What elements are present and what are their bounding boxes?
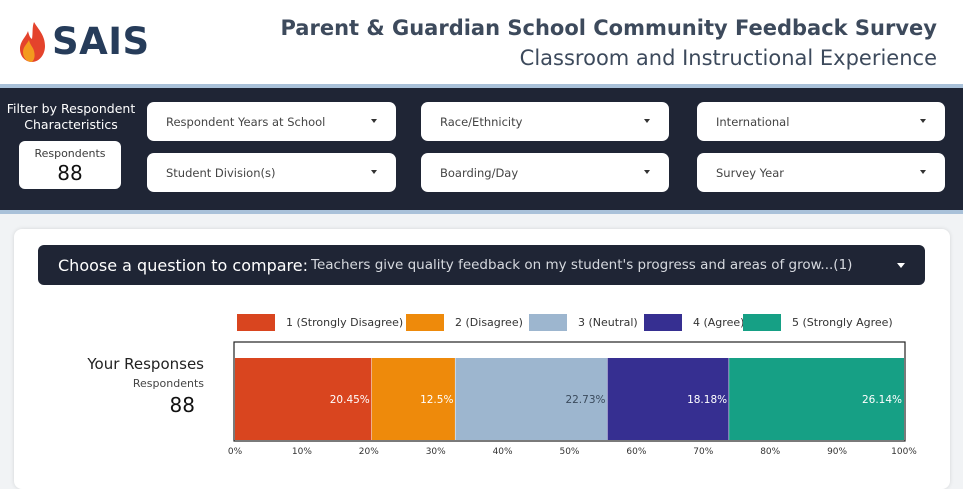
- legend-item-agree: 4 (Agree): [644, 314, 744, 331]
- data-label: 26.14%: [862, 394, 902, 406]
- dropdown-respondent-years[interactable]: Respondent Years at School: [147, 102, 396, 141]
- caret-down-icon: [371, 119, 377, 123]
- stacked-bar-chart: 20.45% 12.5% 22.73% 18.18% 26.14% 0% 10% 20% 30%…: [228, 341, 917, 457]
- dropdown-survey-year[interactable]: Survey Year: [697, 153, 945, 192]
- legend-swatch: [237, 314, 275, 331]
- legend-swatch: [743, 314, 781, 331]
- page-title: Parent & Guardian School Community Feedb…: [280, 16, 937, 40]
- x-tick-label: 40%: [493, 447, 513, 457]
- plot-frame: [233, 341, 906, 442]
- x-tick-label: 10%: [292, 447, 312, 457]
- dropdown-international[interactable]: International: [697, 102, 945, 141]
- legend-label: 5 (Strongly Agree): [792, 316, 893, 329]
- x-tick-label: 0%: [228, 447, 243, 457]
- legend-label: 4 (Agree): [693, 316, 745, 329]
- page-subtitle: Classroom and Instructional Experience: [519, 46, 937, 70]
- legend-label: 1 (Strongly Disagree): [286, 316, 404, 329]
- legend-item-disagree: 2 (Disagree): [406, 314, 523, 331]
- respondents-label: Respondents: [34, 147, 106, 160]
- x-tick-label: 30%: [426, 447, 446, 457]
- dropdown-race-ethnicity[interactable]: Race/Ethnicity: [421, 102, 669, 141]
- legend-item-strongly-disagree: 1 (Strongly Disagree): [237, 314, 403, 331]
- question-selector[interactable]: Choose a question to compare: Teachers g…: [38, 245, 925, 285]
- logo: SAIS: [18, 20, 150, 63]
- legend-item-neutral: 3 (Neutral): [529, 314, 638, 331]
- x-tick-label: 100%: [891, 447, 917, 457]
- logo-text: SAIS: [52, 20, 150, 63]
- respondents-count-card: Respondents 88: [19, 141, 121, 189]
- respondents-value: 88: [169, 393, 195, 417]
- dropdown-boarding-day[interactable]: Boarding/Day: [421, 153, 669, 192]
- bar-segment: [235, 358, 372, 440]
- dropdown-label: Race/Ethnicity: [440, 114, 523, 129]
- caret-down-icon: [920, 170, 926, 174]
- filter-label: Filter by Respondent Characteristics: [6, 101, 136, 132]
- legend-swatch: [644, 314, 682, 331]
- legend-item-strongly-agree: 5 (Strongly Agree): [743, 314, 893, 331]
- legend-label: 2 (Disagree): [455, 316, 523, 329]
- dropdown-label: Survey Year: [716, 165, 785, 180]
- x-tick-label: 20%: [359, 447, 379, 457]
- bar-segment: [607, 358, 730, 440]
- caret-down-icon: [644, 119, 650, 123]
- caret-down-icon: [644, 170, 650, 174]
- dropdown-label: Student Division(s): [166, 165, 276, 180]
- data-label: 12.5%: [420, 394, 453, 406]
- legend-swatch: [529, 314, 567, 331]
- x-tick-label: 50%: [559, 447, 579, 457]
- legend-swatch: [406, 314, 444, 331]
- your-responses-label: Your Responses: [87, 355, 204, 373]
- caret-down-icon: [920, 119, 926, 123]
- x-tick-label: 70%: [693, 447, 713, 457]
- x-tick-label: 60%: [626, 447, 646, 457]
- divider: [0, 84, 963, 88]
- caret-down-icon: [371, 170, 377, 174]
- header: SAIS Parent & Guardian School Community …: [0, 0, 963, 84]
- caret-down-icon: [897, 263, 905, 268]
- dropdown-student-division[interactable]: Student Division(s): [147, 153, 396, 192]
- dropdown-label: Respondent Years at School: [166, 114, 326, 129]
- dropdown-label: Boarding/Day: [440, 165, 519, 180]
- bar-segment: [371, 358, 456, 440]
- flame-icon: [20, 21, 45, 62]
- dropdown-label: International: [716, 114, 790, 129]
- respondents-value: 88: [57, 161, 83, 185]
- data-label: 20.45%: [330, 394, 370, 406]
- question-label: Choose a question to compare:: [58, 255, 308, 275]
- divider: [0, 210, 963, 214]
- respondents-label: Respondents: [132, 377, 204, 390]
- data-label: 18.18%: [687, 394, 727, 406]
- bar-segment: [729, 358, 904, 440]
- question-value: Teachers give quality feedback on my stu…: [311, 257, 853, 273]
- bar-segment: [455, 358, 608, 440]
- data-label: 22.73%: [565, 394, 605, 406]
- x-tick-label: 80%: [760, 447, 780, 457]
- x-tick-label: 90%: [827, 447, 847, 457]
- legend-label: 3 (Neutral): [578, 316, 638, 329]
